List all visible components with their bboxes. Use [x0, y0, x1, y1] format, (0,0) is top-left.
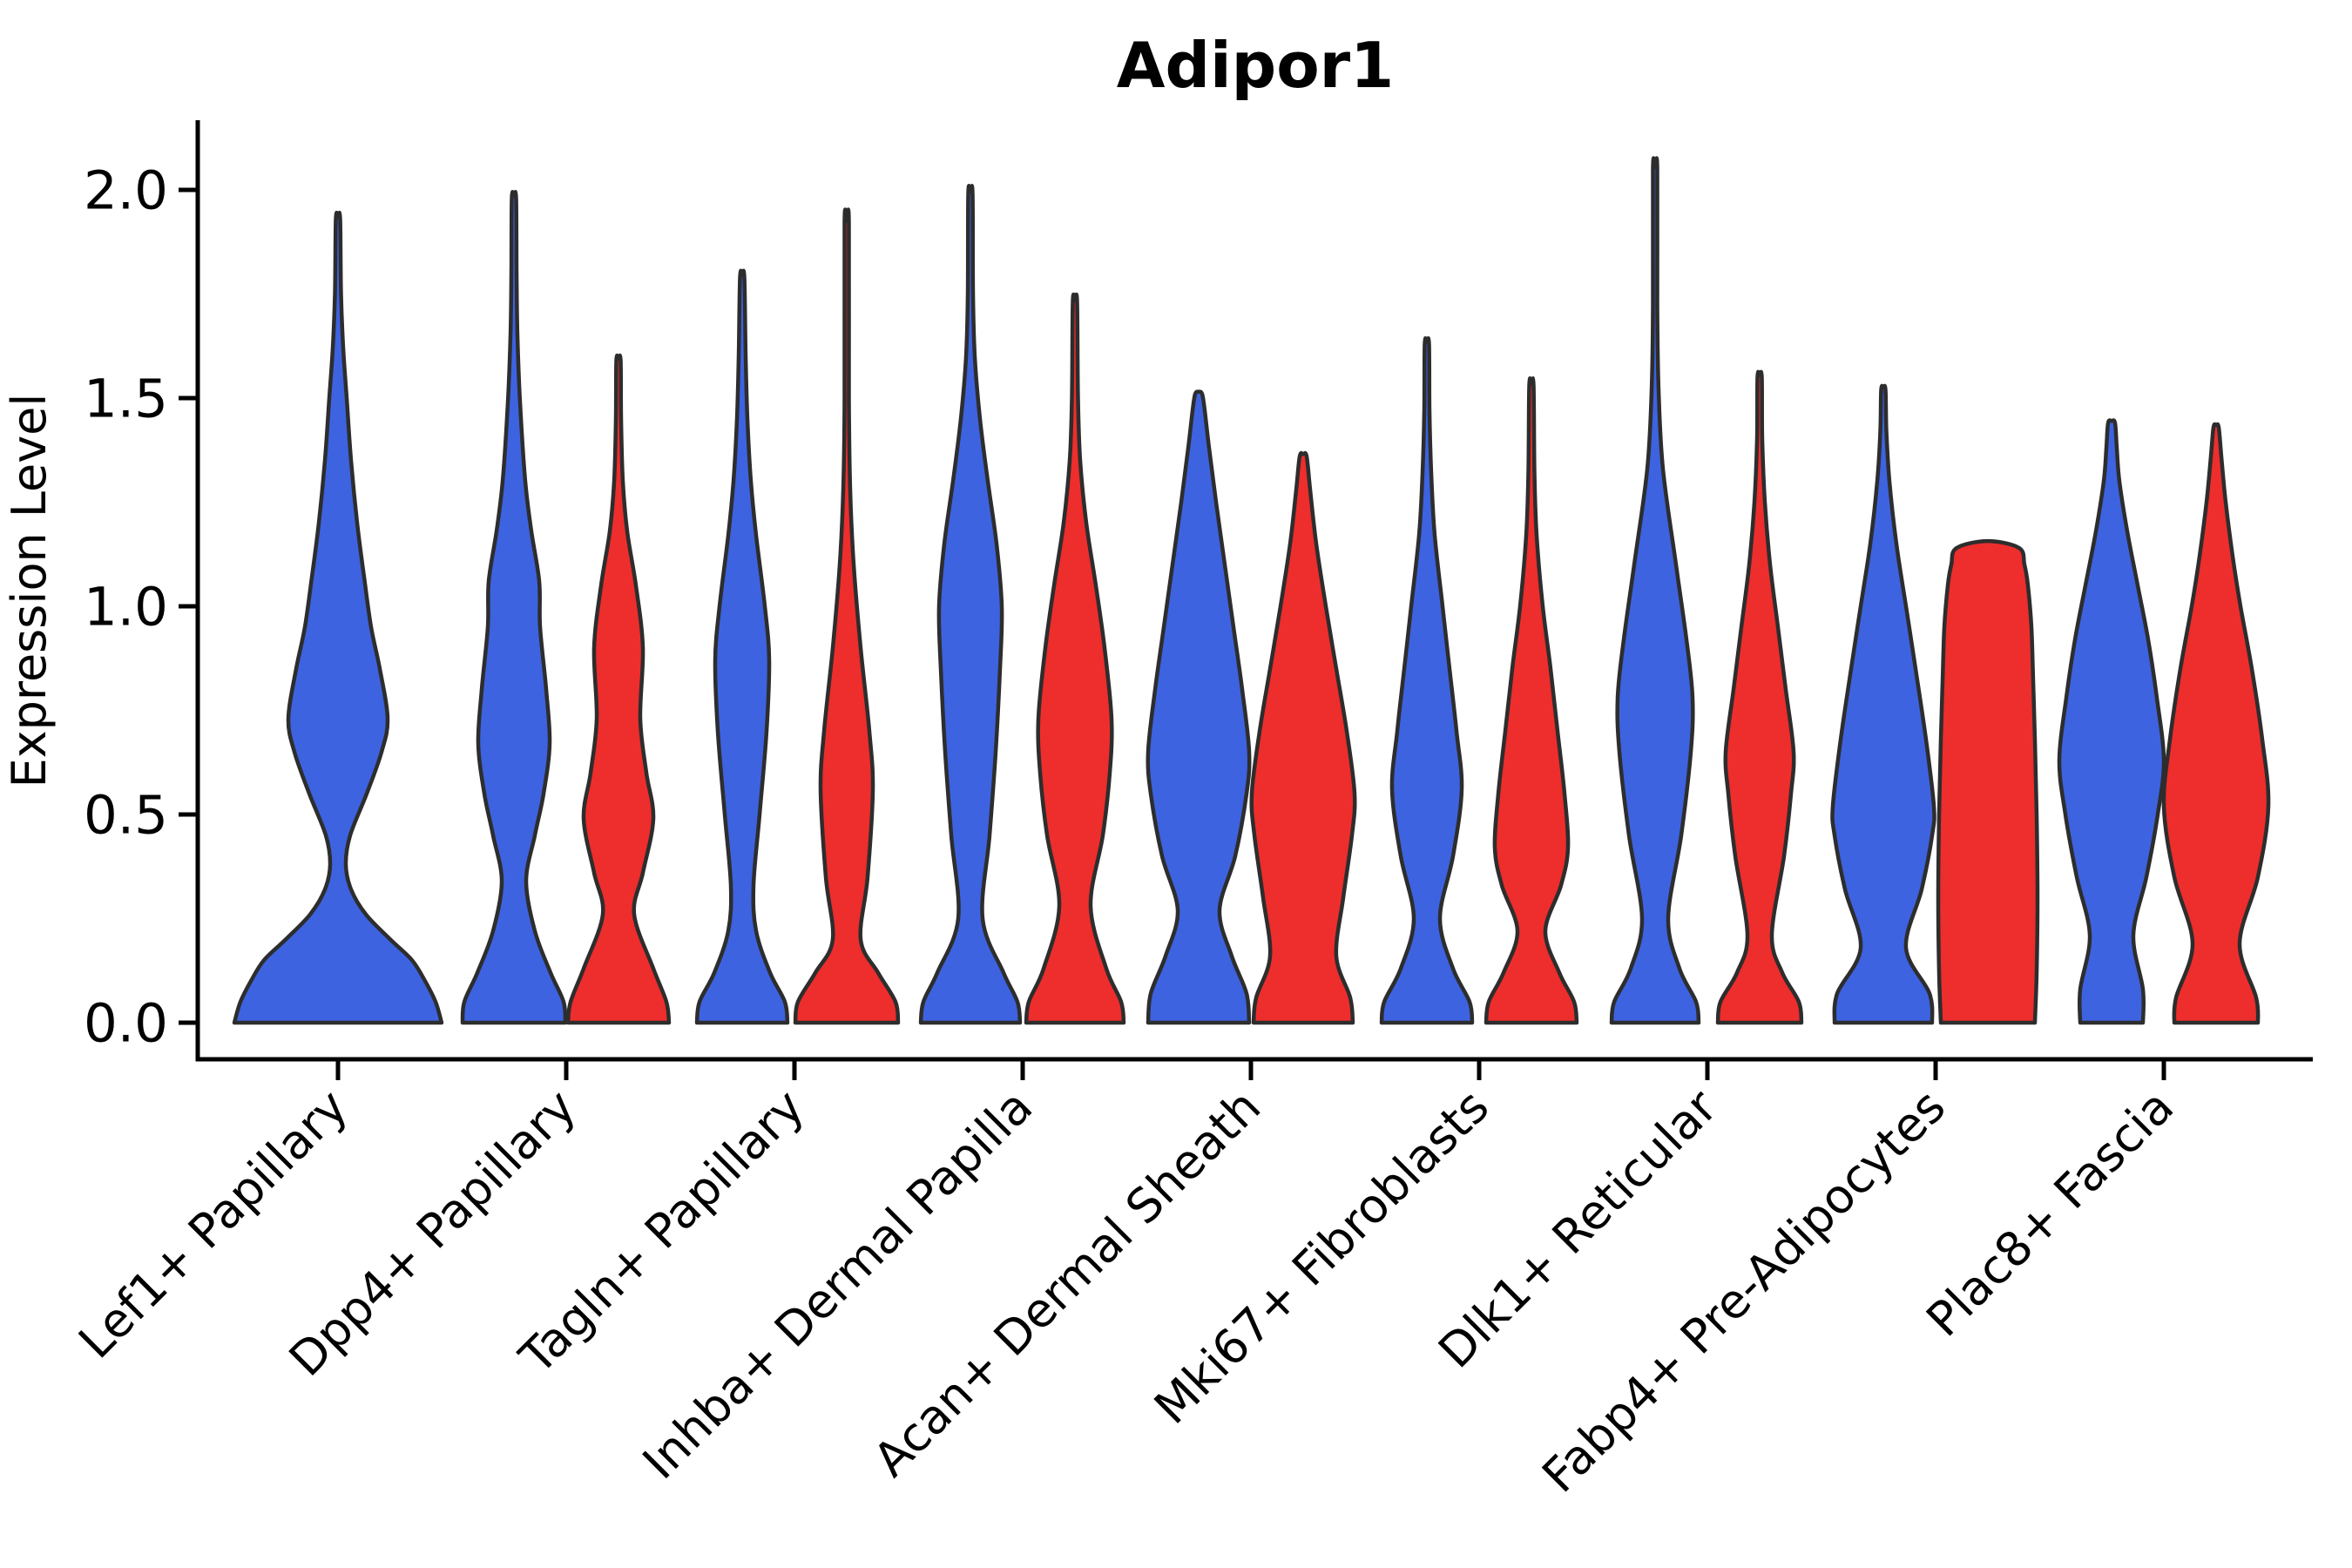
violin-plac8-fascia-red [2161, 422, 2271, 1025]
y-tick-label: 0.5 [84, 784, 168, 846]
violin-mki67-fibroblasts-blue [1379, 336, 1475, 1025]
violin-dlk1-reticular-red [1715, 369, 1804, 1025]
violin-dpp4-papillary-blue [460, 190, 568, 1025]
violin-fabp4-pre-adipocytes-red [1936, 538, 2040, 1025]
violin-tagln-papillary-red [793, 207, 901, 1025]
violin-inhba-dermal-papilla-blue [918, 184, 1023, 1025]
y-axis-label: Expression Level [2, 394, 57, 788]
violin-tagln-papillary-blue [694, 268, 790, 1025]
y-tick-label: 0.0 [84, 992, 168, 1054]
x-tick-label: Plac8+ Fascia [1916, 1079, 2184, 1348]
x-tick-label: Fabp4+ Pre-Adipocytes [1531, 1079, 1956, 1504]
violin-lef1-papillary-blue [232, 210, 444, 1025]
violin-dlk1-reticular-blue [1609, 156, 1701, 1025]
chart-title: Adipor1 [1117, 29, 1395, 102]
x-tick-label: Acan+ Dermal Sheath [863, 1079, 1271, 1487]
violin-dpp4-papillary-red [565, 353, 672, 1025]
violin-acan-dermal-sheath-blue [1146, 389, 1252, 1025]
y-tick-label: 1.0 [84, 576, 168, 638]
x-tick-label: Inhba+ Dermal Papilla [632, 1079, 1043, 1490]
violin-mki67-fibroblasts-red [1484, 376, 1579, 1025]
violin-plac8-fascia-blue [2057, 418, 2166, 1025]
violin-fabp4-pre-adipocytes-blue [1830, 383, 1936, 1025]
y-tick-label: 1.5 [84, 368, 168, 429]
violin-acan-dermal-sheath-red [1249, 450, 1357, 1025]
violin-inhba-dermal-papilla-red [1024, 292, 1126, 1025]
y-tick-label: 2.0 [84, 159, 168, 221]
